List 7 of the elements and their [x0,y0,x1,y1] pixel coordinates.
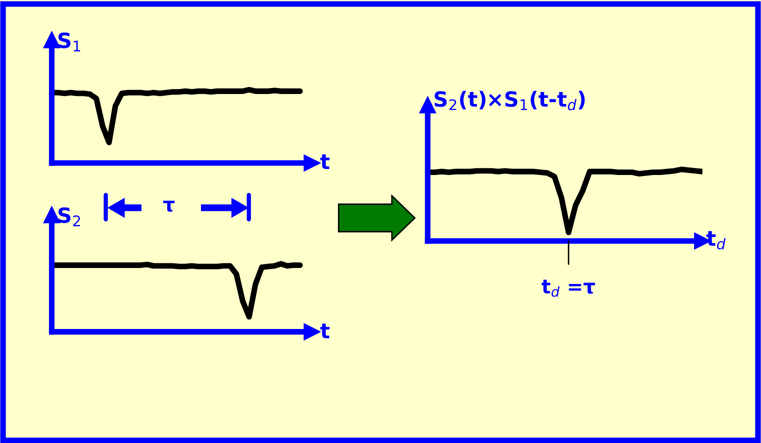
text: t$_{d}$ =τ [542,280,596,297]
x-axis-title: t [320,154,330,169]
y-axis-title: S$_{1}$ [58,32,80,52]
y-axis-title: S$_{2}$(t)×S$_{1}$(t-t$_{d}$) [434,90,585,110]
text: τ [163,200,175,212]
y-axis-title: S$_{2}$ [58,207,80,226]
x-axis-title: t [320,324,330,338]
